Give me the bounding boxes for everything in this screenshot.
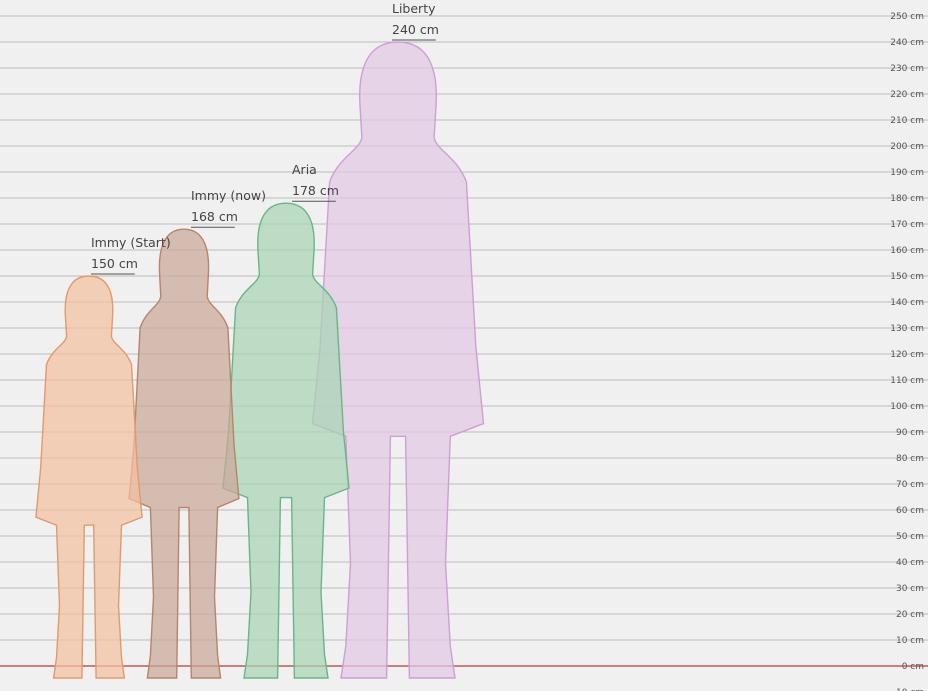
y-tick-label: 150 cm [890,272,924,282]
y-tick-label: 250 cm [890,12,924,22]
y-tick-label: 100 cm [890,402,924,412]
y-tick-label: 20 cm [896,610,924,620]
y-tick-label: 90 cm [896,428,924,438]
y-tick-label: 50 cm [896,532,924,542]
height-value-label: 178 cm [292,183,339,198]
y-tick-label: 130 cm [890,324,924,334]
height-value-label: 168 cm [191,209,238,224]
y-tick-label: 190 cm [890,168,924,178]
y-tick-label: 30 cm [896,584,924,594]
y-tick-label: 200 cm [890,142,924,152]
y-tick-label: 80 cm [896,454,924,464]
y-tick-label: 170 cm [890,220,924,230]
figures-layer [35,41,485,679]
figure-name-label: Immy (now) [191,188,266,203]
silhouette-1 [35,275,143,679]
figure-name-label: Immy (Start) [91,235,171,250]
y-tick-label: 140 cm [890,298,924,308]
y-tick-label: 0 cm [902,662,924,672]
labels-layer: Immy (Start) 150 cm Immy (now) 168 cm Aria 17… [91,1,439,275]
y-tick-label: -10 cm [893,688,924,691]
y-tick-label: 70 cm [896,480,924,490]
y-tick-label: 40 cm [896,558,924,568]
y-tick-label: 60 cm [896,506,924,516]
height-value-label: 150 cm [91,256,138,271]
silhouette-3 [222,202,350,679]
figure-name-label: Liberty [392,1,436,16]
y-tick-label: 220 cm [890,90,924,100]
silhouette-4 [311,41,485,679]
y-tick-label: 160 cm [890,246,924,256]
y-tick-label: 110 cm [890,376,924,386]
y-tick-label: 230 cm [890,64,924,74]
y-tick-label: 120 cm [890,350,924,360]
silhouette-2 [128,228,240,679]
grid-layer: -10 cm 0 cm 10 cm 20 cm 30 cm 40 cm 50 cm 60 cm… [0,12,928,691]
y-tick-label: 240 cm [890,38,924,48]
figure-name-label: Aria [292,162,317,177]
y-tick-label: 10 cm [896,636,924,646]
height-value-label: 240 cm [392,22,439,37]
y-tick-label: 180 cm [890,194,924,204]
y-tick-label: 210 cm [890,116,924,126]
